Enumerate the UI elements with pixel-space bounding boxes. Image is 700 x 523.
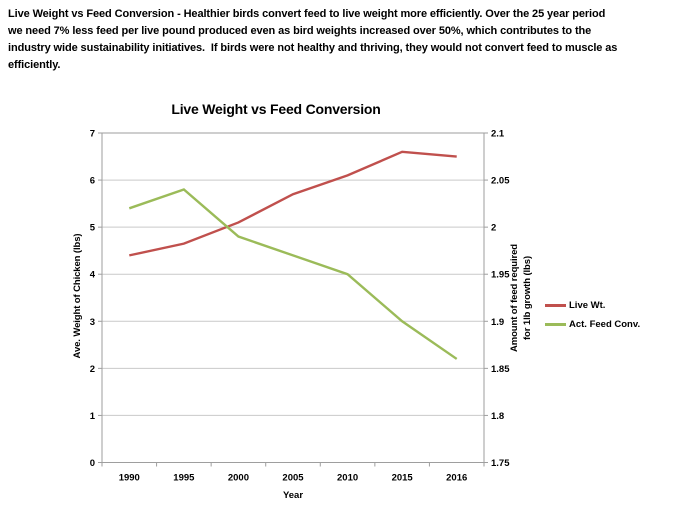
left-axis-tick-label: 3 xyxy=(90,317,95,328)
right-axis-tick-label: 2 xyxy=(491,223,496,234)
x-axis-tick-label: 2000 xyxy=(228,473,249,484)
series-line-act-feed-conv xyxy=(128,188,458,360)
x-axis-tick-label: 1990 xyxy=(119,473,140,484)
right-axis-tick-label: 1.75 xyxy=(491,458,510,469)
left-axis-tick-label: 6 xyxy=(90,176,95,187)
x-axis-tick-label: 2010 xyxy=(337,473,358,484)
right-axis-tick-label: 1.8 xyxy=(491,411,504,422)
x-axis-tick-label: 1995 xyxy=(173,473,195,484)
x-axis-tick-label: 2015 xyxy=(392,473,414,484)
right-axis-tick-label: 1.9 xyxy=(491,317,504,328)
chart-title: Live Weight vs Feed Conversion xyxy=(171,101,381,117)
header-line: we need 7% less feed per live pound prod… xyxy=(8,25,592,37)
legend-item-act-feed-conv: Act. Feed Conv. xyxy=(545,315,640,334)
x-axis-tick-label: 2005 xyxy=(282,473,304,484)
series-line-live-wt xyxy=(129,150,457,257)
header-text: Live Weight vs Feed Conversion - Healthi… xyxy=(8,6,698,74)
header-line: efficiently. xyxy=(8,59,61,71)
right-axis-title-line2: for 1lb growth (lbs) xyxy=(522,255,533,341)
left-axis-tick-label: 4 xyxy=(90,270,96,281)
x-axis-title: Year xyxy=(282,490,304,501)
left-axis-title: Ave. Weight of Chicken (lbs) xyxy=(72,233,83,359)
x-axis-tick-label: 2016 xyxy=(446,473,467,484)
header-line: Live Weight vs Feed Conversion - Healthi… xyxy=(8,8,606,20)
legend-label-act-feed-conv: Act. Feed Conv. xyxy=(569,319,641,330)
left-axis-tick-label: 7 xyxy=(90,129,95,140)
right-axis-tick-label: 2.05 xyxy=(491,176,510,187)
legend: Live Wt. Act. Feed Conv. xyxy=(545,296,640,334)
right-axis-title-line1: Amount of feed required xyxy=(509,244,520,353)
legend-line-marker-red xyxy=(545,304,566,307)
header-line: industry wide sustainability initiatives… xyxy=(8,42,618,54)
legend-item-live-wt: Live Wt. xyxy=(545,296,640,315)
right-axis-title: Amount of feed required for 1lb growth (… xyxy=(508,213,536,383)
left-axis-tick-label: 1 xyxy=(90,411,96,422)
right-axis-tick-label: 1.85 xyxy=(491,364,510,375)
left-axis-tick-label: 2 xyxy=(90,364,95,375)
left-axis-tick-label: 0 xyxy=(90,458,95,469)
legend-label-live-wt: Live Wt. xyxy=(569,300,606,311)
plot-border xyxy=(101,132,485,463)
right-axis-tick-label: 2.1 xyxy=(491,129,505,140)
left-axis-tick-label: 5 xyxy=(90,223,96,234)
legend-line-marker-green xyxy=(545,323,566,326)
right-axis-tick-label: 1.95 xyxy=(491,270,510,281)
